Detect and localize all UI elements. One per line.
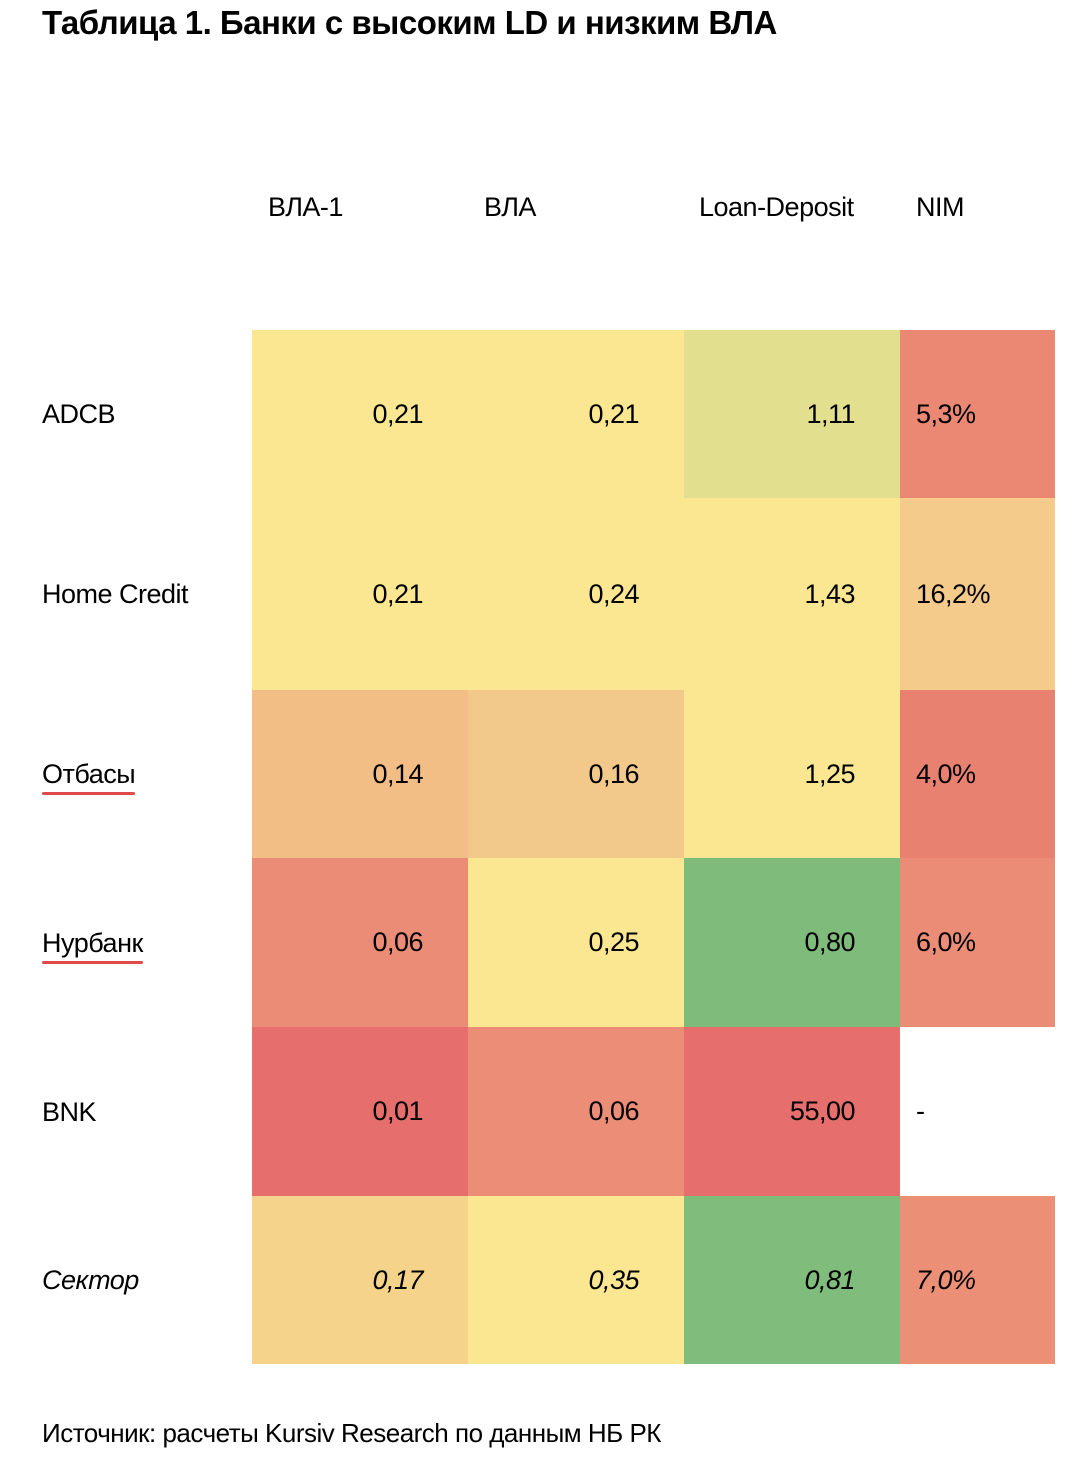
cell-value: 55,00 [789, 1096, 856, 1126]
cell-value: 1,11 [806, 398, 855, 429]
cell-value: 0,06 [588, 1096, 639, 1126]
cell-value: 5,3% [916, 398, 976, 429]
column-header: ВЛА [484, 192, 536, 222]
spellcheck-underline [42, 960, 143, 964]
cell-value: 0,17 [372, 1264, 423, 1295]
cell-value: 0,06 [372, 927, 423, 957]
cell-value: 0,21 [588, 398, 639, 429]
row-label: Home Credit [42, 578, 189, 610]
heatmap-cell: 55,00 [684, 1027, 900, 1196]
heatmap-cell: 0,16 [468, 690, 684, 858]
row-label: Нурбанк [42, 927, 143, 964]
row-label-text: BNK [42, 1096, 97, 1127]
heatmap-cell: 0,21 [252, 330, 468, 498]
heatmap-cell: - [900, 1027, 1055, 1196]
row-label: ADCB [42, 398, 116, 430]
cell-value: 0,24 [588, 578, 639, 609]
heatmap-cell: 1,11 [684, 330, 900, 498]
heatmap-cell: 1,25 [684, 690, 900, 858]
row-label: Сектор [42, 1264, 139, 1296]
row-label-text: Нурбанк [42, 928, 143, 964]
cell-value: 0,14 [372, 758, 423, 789]
row-label: Отбасы [42, 758, 136, 795]
heatmap-cell: 0,06 [468, 1027, 684, 1196]
cell-value: 7,0% [916, 1264, 976, 1295]
table-title: Таблица 1. Банки с высоким LD и низким В… [42, 4, 777, 41]
row-label-text: ADCB [42, 399, 116, 429]
cell-value: 4,0% [916, 758, 976, 789]
heatmap-cell: 5,3% [900, 330, 1055, 498]
row-label: BNK [42, 1096, 97, 1128]
cell-value: 1,25 [804, 758, 855, 789]
heatmap-cell: 16,2% [900, 498, 1055, 690]
heatmap-cell: 0,81 [684, 1196, 900, 1364]
row-label-text: Сектор [42, 1265, 139, 1295]
cell-value: 0,01 [372, 1096, 423, 1126]
cell-value: 16,2% [916, 578, 991, 609]
cell-value: 0,35 [588, 1264, 639, 1295]
cell-value: 0,16 [588, 758, 639, 789]
cell-value: 0,80 [804, 927, 855, 957]
heatmap-cell: 0,21 [468, 330, 684, 498]
heatmap-cell: 0,80 [684, 858, 900, 1027]
heatmap-cell: 0,14 [252, 690, 468, 858]
column-header: NIM [916, 192, 965, 222]
cell-value: 0,21 [372, 578, 423, 609]
row-label-text: Home Credit [42, 579, 189, 609]
row-label-text: Отбасы [42, 759, 136, 795]
heatmap-cell: 0,24 [468, 498, 684, 690]
cell-value: - [916, 1096, 925, 1126]
cell-value: 0,21 [372, 398, 423, 429]
heatmap-cell: 1,43 [684, 498, 900, 690]
spellcheck-underline [42, 792, 136, 795]
cell-value: 0,81 [804, 1264, 855, 1295]
heatmap-cell: 0,17 [252, 1196, 468, 1364]
heatmap-cell: 0,06 [252, 858, 468, 1027]
column-header: Loan-Deposit [699, 192, 854, 222]
cell-value: 1,43 [804, 578, 855, 609]
heatmap-cell: 0,01 [252, 1027, 468, 1196]
cell-value: 6,0% [916, 927, 976, 957]
heatmap-cell: 0,35 [468, 1196, 684, 1364]
heatmap-cell: 6,0% [900, 858, 1055, 1027]
heatmap-cell: 0,25 [468, 858, 684, 1027]
cell-value: 0,25 [588, 927, 639, 957]
heatmap-cell: 4,0% [900, 690, 1055, 858]
heatmap-cell: 0,21 [252, 498, 468, 690]
heatmap-cell: 7,0% [900, 1196, 1055, 1364]
column-header: ВЛА-1 [268, 192, 343, 222]
source-note: Источник: расчеты Kursiv Research по дан… [42, 1418, 661, 1448]
